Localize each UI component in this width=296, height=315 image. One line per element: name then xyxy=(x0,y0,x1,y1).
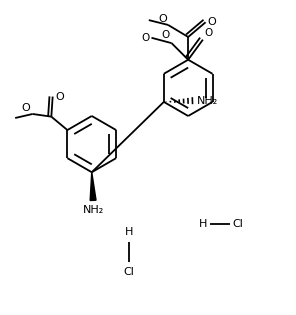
Text: Cl: Cl xyxy=(124,267,135,277)
Text: O: O xyxy=(207,17,216,27)
Text: H: H xyxy=(125,227,133,237)
Text: NH₂: NH₂ xyxy=(197,95,218,106)
Text: O: O xyxy=(204,28,213,38)
Text: O: O xyxy=(158,14,167,24)
Text: O: O xyxy=(161,30,169,40)
Text: H: H xyxy=(199,220,207,229)
Text: NH₂: NH₂ xyxy=(83,205,104,215)
Text: O: O xyxy=(22,103,30,113)
Text: Cl: Cl xyxy=(232,220,243,229)
Text: O: O xyxy=(55,92,64,101)
Text: O: O xyxy=(141,33,149,43)
Polygon shape xyxy=(90,172,96,200)
